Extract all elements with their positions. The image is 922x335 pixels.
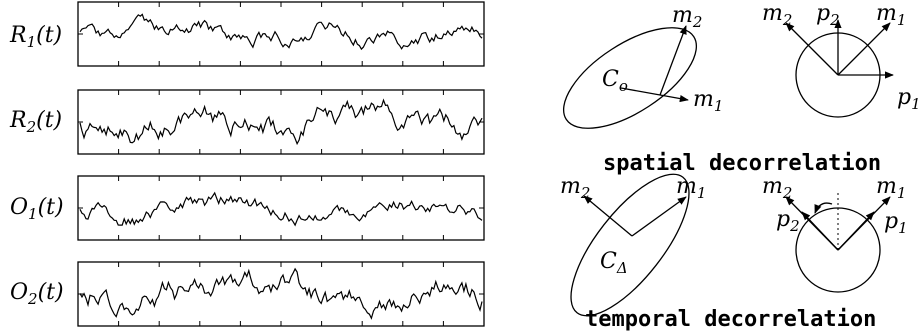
temporal-m1-axis bbox=[631, 196, 687, 237]
signal-panel-o1: O1(t) bbox=[10, 175, 485, 241]
temporal-m2-label: m2 bbox=[560, 174, 590, 202]
temporal-ellipse-label: CΔ bbox=[600, 249, 628, 277]
spatial-whitened-m1-axis bbox=[837, 22, 891, 76]
signal-ticks-o2 bbox=[78, 262, 484, 326]
spatial-decorrelation-diagram: Co m2 m1 m2 p2 m1 p1 spatial decorrelati… bbox=[562, 1, 921, 176]
signal-panel-o2: O2(t) bbox=[10, 261, 485, 327]
spatial-p1-label: p1 bbox=[897, 85, 921, 113]
signal-ticks-r2 bbox=[78, 90, 484, 154]
spatial-caption: spatial decorrelation bbox=[603, 151, 881, 176]
spatial-whitened-m1-label: m1 bbox=[876, 1, 906, 29]
signal-label-o1: O1(t) bbox=[10, 195, 64, 223]
signal-trace-o2 bbox=[79, 267, 483, 320]
spatial-p2-label: p2 bbox=[816, 1, 840, 29]
signal-trace-o1 bbox=[79, 191, 483, 227]
spatial-m2-label: m2 bbox=[672, 3, 702, 31]
signal-panel-r2: R2(t) bbox=[9, 89, 485, 155]
signal-label-r1: R1(t) bbox=[9, 23, 62, 51]
signal-frame-r1 bbox=[77, 1, 485, 67]
signal-label-r2: R2(t) bbox=[9, 108, 62, 136]
temporal-caption: temporal decorrelation bbox=[585, 307, 876, 332]
temporal-p2-label: p2 bbox=[776, 207, 800, 235]
spatial-ellipse-label: Co bbox=[602, 67, 628, 95]
temporal-p1-label: p1 bbox=[884, 209, 908, 237]
signal-ticks-o1 bbox=[78, 176, 484, 240]
temporal-whitened-m1-label: m1 bbox=[876, 174, 906, 202]
signal-trace-r2 bbox=[79, 98, 483, 146]
temporal-rotation-arrow bbox=[814, 202, 833, 214]
signal-trace-r1 bbox=[79, 13, 483, 51]
signal-label-o2: O2(t) bbox=[10, 280, 64, 308]
spatial-m1-label: m1 bbox=[693, 87, 723, 115]
spatial-m1-axis bbox=[620, 87, 689, 103]
temporal-whitened-m2-label: m2 bbox=[762, 174, 792, 202]
signal-panel-r1: R1(t) bbox=[9, 1, 485, 67]
temporal-whitened-m2-axis bbox=[785, 196, 839, 251]
spatial-whitened-m2-axis bbox=[785, 22, 839, 76]
temporal-m2-axis bbox=[583, 195, 633, 237]
signal-ticks-r1 bbox=[78, 2, 484, 66]
spatial-whitened-m2-label: m2 bbox=[762, 1, 792, 29]
spatial-covariance-ellipse bbox=[562, 27, 698, 129]
temporal-covariance-ellipse bbox=[570, 173, 690, 317]
temporal-decorrelation-diagram: CΔ m2 m1 m2 m1 p2 p1 temporal decorrelat… bbox=[560, 173, 908, 332]
temporal-m1-label: m1 bbox=[676, 174, 706, 202]
temporal-whitened-m1-axis bbox=[837, 196, 891, 251]
spatial-m2-axis bbox=[659, 25, 687, 96]
